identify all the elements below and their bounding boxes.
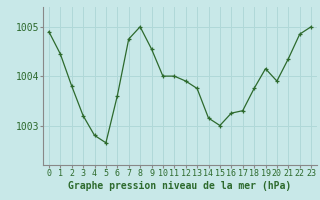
X-axis label: Graphe pression niveau de la mer (hPa): Graphe pression niveau de la mer (hPa) bbox=[68, 181, 292, 191]
